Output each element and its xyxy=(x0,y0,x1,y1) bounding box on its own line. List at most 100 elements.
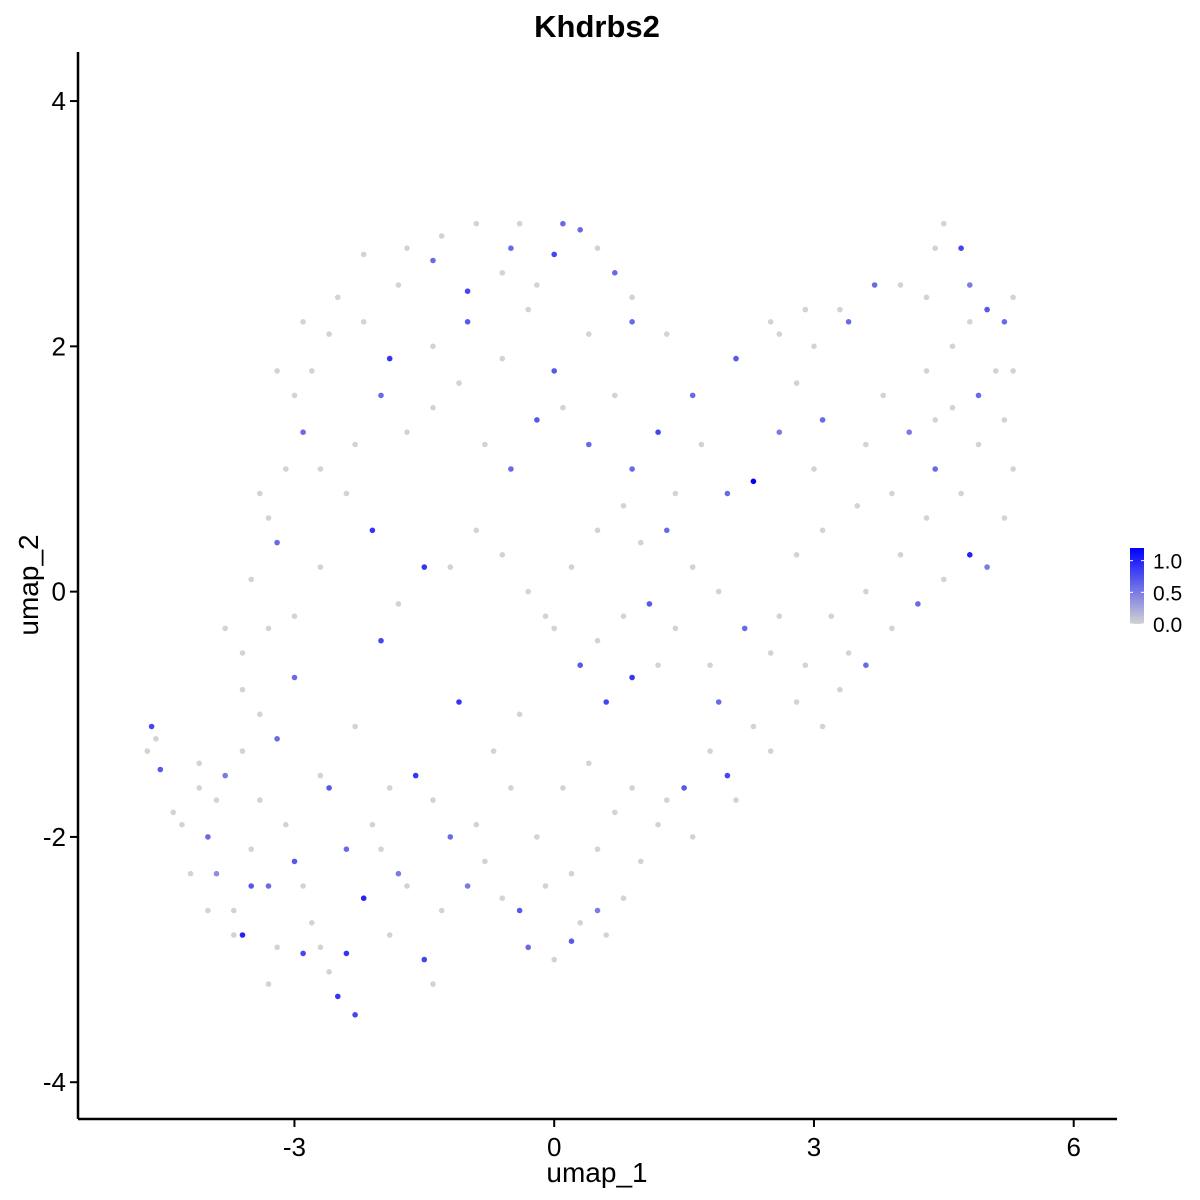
cell-point-3 xyxy=(157,766,164,773)
cell-point-139 xyxy=(430,404,436,411)
cell-point-226 xyxy=(958,490,964,497)
cell-point-65 xyxy=(1010,294,1016,301)
cell-point-40 xyxy=(577,920,583,926)
cell-point-148 xyxy=(499,355,506,362)
cell-point-141 xyxy=(482,441,488,448)
cell-point-193 xyxy=(534,834,540,840)
cell-point-12 xyxy=(257,797,263,803)
cell-point-147 xyxy=(551,368,557,374)
cell-point-206 xyxy=(239,686,246,693)
cell-point-89 xyxy=(975,392,982,399)
cell-point-70 xyxy=(932,245,938,251)
cell-point-163 xyxy=(577,227,583,233)
cell-point-30 xyxy=(438,907,445,914)
cell-point-117 xyxy=(560,785,566,791)
cell-point-145 xyxy=(586,441,592,448)
cell-point-164 xyxy=(594,245,601,251)
cell-point-43 xyxy=(620,895,627,901)
cell-point-157 xyxy=(464,288,471,295)
cell-point-14 xyxy=(274,944,280,951)
cell-point-81 xyxy=(750,478,757,485)
y-tick-label-2: 0 xyxy=(52,577,66,607)
cell-point-182 xyxy=(620,613,627,619)
cell-point-229 xyxy=(854,503,861,509)
y-tick-label-3: 2 xyxy=(52,331,66,361)
cell-point-122 xyxy=(326,785,332,791)
cell-point-96 xyxy=(655,662,661,668)
cell-point-155 xyxy=(395,282,402,288)
cell-point-50 xyxy=(767,748,774,754)
cell-point-179 xyxy=(568,564,575,570)
cell-point-28 xyxy=(421,956,428,963)
cell-point-165 xyxy=(612,270,618,276)
cell-point-49 xyxy=(750,723,757,730)
cell-point-217 xyxy=(802,306,809,313)
cell-point-218 xyxy=(767,319,774,325)
cell-point-216 xyxy=(837,306,843,313)
cell-point-76 xyxy=(776,331,783,337)
cell-point-93 xyxy=(715,588,722,595)
cell-point-194 xyxy=(508,785,514,791)
cell-point-19 xyxy=(317,772,324,779)
cell-point-192 xyxy=(568,870,575,877)
cell-point-221 xyxy=(923,368,930,374)
cell-point-202 xyxy=(213,797,220,803)
y-axis-label: umap_2 xyxy=(13,534,44,635)
cell-point-142 xyxy=(508,466,514,472)
cell-point-131 xyxy=(291,613,298,619)
cell-point-205 xyxy=(257,711,263,718)
cell-point-13 xyxy=(265,883,272,889)
cell-point-102 xyxy=(499,552,506,558)
cell-point-144 xyxy=(560,404,566,411)
cell-point-26 xyxy=(386,932,393,938)
cell-point-225 xyxy=(975,441,982,448)
cell-point-79 xyxy=(655,429,661,436)
cell-point-41 xyxy=(594,907,601,914)
cell-point-209 xyxy=(265,515,272,521)
cell-point-83 xyxy=(776,429,783,436)
cell-point-120 xyxy=(412,772,419,779)
cell-point-134 xyxy=(300,429,306,436)
cell-point-97 xyxy=(629,674,635,681)
cell-point-130 xyxy=(343,846,350,852)
cell-point-52 xyxy=(819,723,826,730)
cell-point-80 xyxy=(629,466,635,472)
cell-point-138 xyxy=(404,429,410,436)
cell-point-8 xyxy=(222,772,228,779)
cell-point-7 xyxy=(213,870,220,877)
cell-point-116 xyxy=(516,711,523,718)
cell-point-68 xyxy=(958,245,964,251)
y-tick-label-1: -2 xyxy=(43,822,66,852)
cell-point-4 xyxy=(170,809,176,816)
cell-point-162 xyxy=(560,220,566,227)
cell-point-36 xyxy=(525,944,531,951)
y-tick-label-4: 4 xyxy=(52,86,66,116)
cell-point-231 xyxy=(793,552,800,558)
cell-point-176 xyxy=(672,490,679,497)
cell-point-146 xyxy=(612,392,618,399)
cell-point-61 xyxy=(1010,466,1016,472)
cell-point-55 xyxy=(889,625,895,632)
cell-point-177 xyxy=(620,503,627,509)
cell-point-172 xyxy=(516,220,523,227)
cell-point-17 xyxy=(300,950,306,957)
cell-point-5 xyxy=(196,760,202,767)
cell-point-106 xyxy=(395,601,402,607)
cell-point-227 xyxy=(923,515,930,521)
cell-point-101 xyxy=(525,588,531,595)
cell-point-150 xyxy=(430,343,436,350)
cell-point-118 xyxy=(586,760,592,767)
cell-point-184 xyxy=(672,625,679,632)
colorbar-legend: 0.0 0.5 1.0 xyxy=(1130,548,1182,637)
cell-point-159 xyxy=(508,245,514,251)
cell-point-34 xyxy=(499,895,506,901)
cell-point-181 xyxy=(594,637,601,644)
cell-point-73 xyxy=(871,282,878,288)
cell-point-24 xyxy=(360,895,367,901)
cell-point-222 xyxy=(949,343,956,350)
cell-point-128 xyxy=(430,797,436,803)
cell-point-230 xyxy=(819,527,826,534)
cell-point-188 xyxy=(689,834,696,840)
cell-point-15 xyxy=(283,821,289,828)
x-tick-label-2: 3 xyxy=(807,1132,821,1162)
